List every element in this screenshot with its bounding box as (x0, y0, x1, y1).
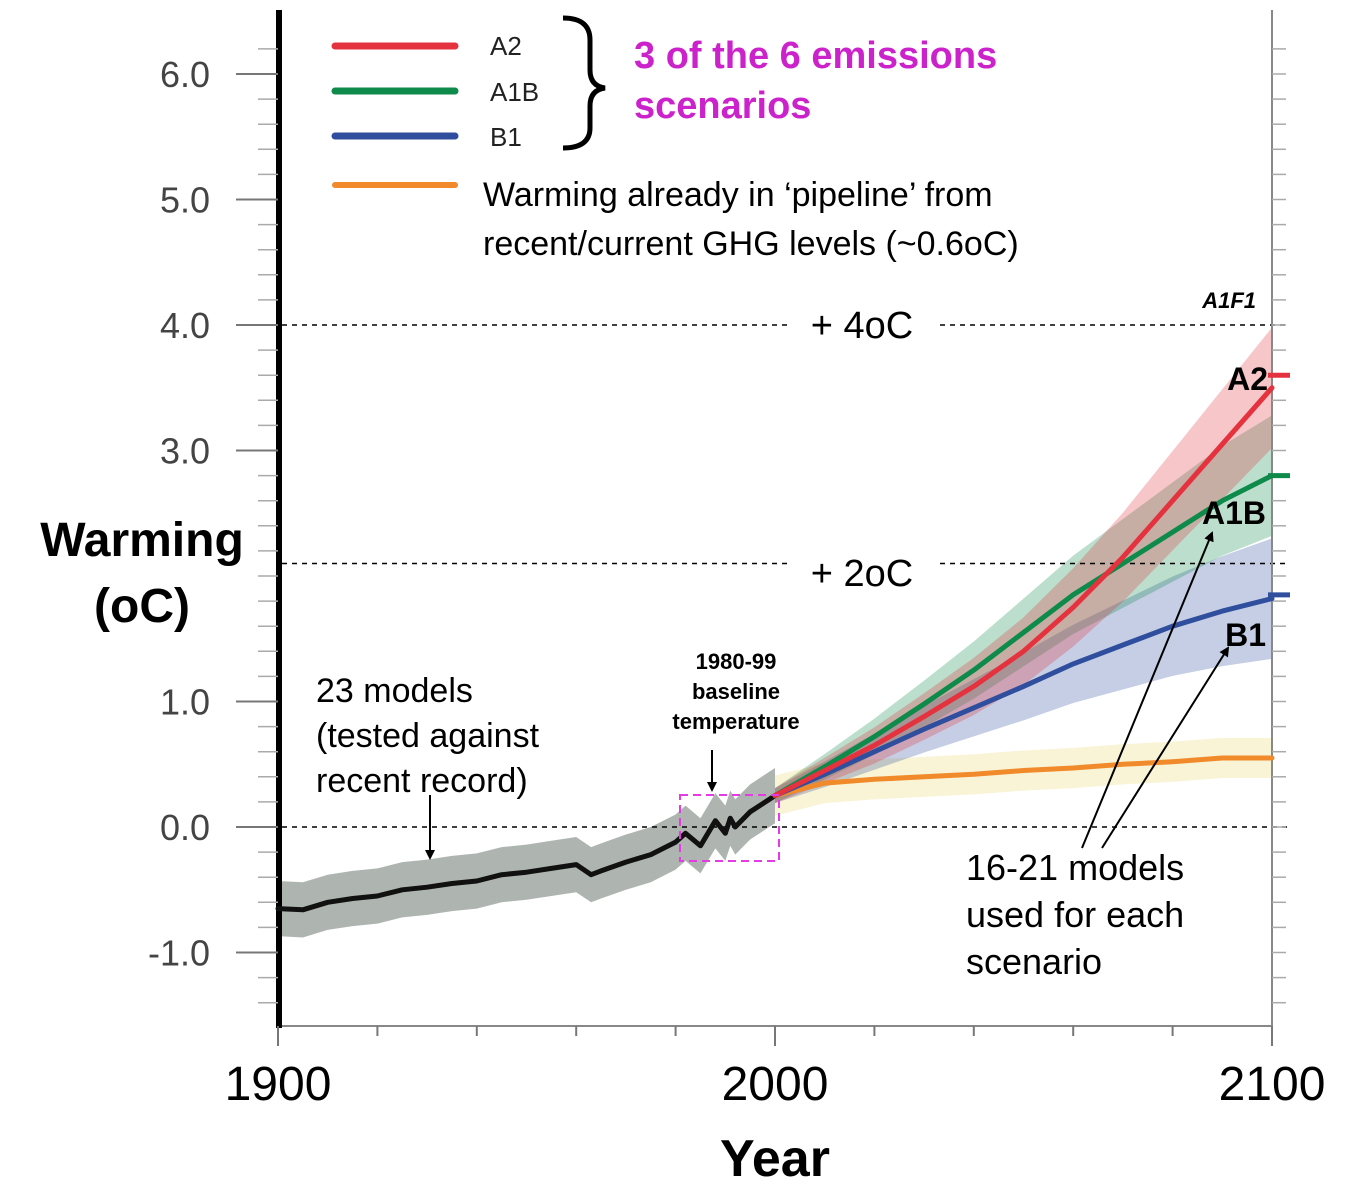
end-markers (1268, 372, 1290, 598)
label-a1f1: A1F1 (1201, 288, 1256, 313)
uncertainty-bands (278, 327, 1272, 938)
ref-label-2c: + 2oC (811, 553, 913, 595)
legend-pipeline-text-1: Warming already in ‘pipeline’ from (483, 176, 993, 214)
x-tick-label: 1900 (225, 1058, 332, 1111)
legend-brace-text-2: scenarios (634, 85, 811, 127)
y-tick-label: 5.0 (160, 180, 210, 221)
series-line-a1b (772, 473, 1275, 799)
legend-brace (562, 15, 606, 151)
series-line-pipeline (772, 755, 1275, 799)
legend-brace-text-1: 3 of the 6 emissions (634, 35, 997, 77)
annotation-baseline-2: baseline (692, 679, 780, 704)
annotation-16-21-models-2: used for each (966, 894, 1184, 935)
legend-label-a2: A2 (490, 31, 522, 61)
series-line-a2 (772, 385, 1275, 799)
annotation-baseline-1: 1980-99 (696, 649, 777, 674)
band-a1b (775, 415, 1272, 804)
y-tick-label: 6.0 (160, 54, 210, 95)
annotation-16-21-models-1: 16-21 models (966, 847, 1184, 888)
y-axis-unit: (oC) (94, 580, 190, 633)
arrow-to-a1b (1081, 531, 1214, 849)
y-tick-label: 4.0 (160, 305, 210, 346)
legend-label-a1b: A1B (490, 77, 539, 107)
x-tick-label: 2100 (1219, 1058, 1326, 1111)
y-tick-label: 3.0 (160, 431, 210, 472)
annotation-23-models-1: 23 models (316, 672, 473, 710)
x-axis-title: Year (720, 1130, 830, 1183)
label-a1b: A1B (1202, 495, 1266, 531)
annotation-23-models-3: recent record) (316, 762, 528, 800)
x-tick-label: 2000 (722, 1058, 829, 1111)
annotation-16-21-models-3: scenario (966, 941, 1102, 982)
baseline-box (679, 794, 780, 862)
band-b1 (775, 538, 1272, 804)
legend-pipeline-text-2: recent/current GHG levels (~0.6oC) (483, 225, 1019, 263)
annotation-baseline-3: temperature (672, 709, 799, 734)
y-axis-title: Warming (40, 514, 244, 567)
series-lines (275, 385, 1275, 913)
annotation-23-models-2: (tested against (316, 717, 540, 755)
band-historical (278, 768, 775, 938)
label-b1: B1 (1225, 617, 1266, 653)
arrow-to-b1 (1101, 646, 1230, 849)
label-a2: A2 (1227, 361, 1268, 397)
y-tick-label: -1.0 (148, 933, 210, 974)
legend: A2 A1B B1 3 of the 6 emissions scenarios… (331, 15, 1019, 263)
legend-label-b1: B1 (490, 122, 522, 152)
y-tick-label: 0.0 (160, 807, 210, 848)
series-line-b1 (772, 596, 1275, 799)
ref-label-4c: + 4oC (811, 305, 913, 347)
y-tick-label: 1.0 (160, 682, 210, 723)
band-pipeline (775, 737, 1272, 816)
series-line-historical (275, 793, 778, 913)
axes: 6.0 5.0 4.0 3.0 1.0 0.0 -1.0 1900 2000 2100 (148, 10, 1325, 1111)
